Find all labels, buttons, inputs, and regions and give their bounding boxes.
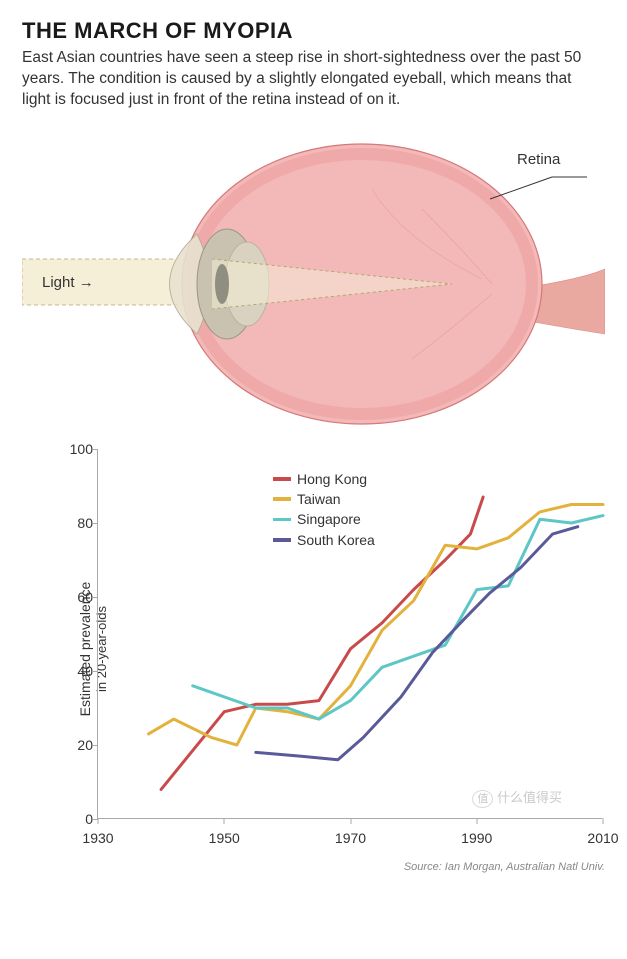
- eye-diagram: Light → Retina: [22, 129, 605, 429]
- x-tick-label: 1950: [209, 830, 240, 846]
- cart-icon: 值: [472, 790, 493, 808]
- light-label: Light →: [42, 274, 94, 291]
- legend-item: Singapore: [273, 509, 375, 529]
- y-tick-mark: [92, 449, 98, 450]
- watermark: 值 什么值得买: [472, 787, 562, 806]
- legend-swatch: [273, 497, 291, 501]
- page-title: THE MARCH OF MYOPIA: [22, 18, 605, 44]
- retina-callout-line: [490, 177, 552, 199]
- legend-item: South Korea: [273, 530, 375, 550]
- legend-label: South Korea: [297, 530, 375, 550]
- x-tick-mark: [98, 818, 99, 824]
- x-tick-mark: [603, 818, 604, 824]
- x-tick-label: 1970: [335, 830, 366, 846]
- y-tick-label: 40: [58, 663, 93, 679]
- series-taiwan: [149, 504, 604, 745]
- legend-label: Singapore: [297, 509, 361, 529]
- y-tick-label: 80: [58, 515, 93, 531]
- y-tick-mark: [92, 671, 98, 672]
- watermark-text: 什么值得买: [497, 790, 562, 805]
- y-tick-mark: [92, 523, 98, 524]
- source-credit: Source: Ian Morgan, Australian Natl Univ…: [22, 861, 605, 873]
- x-tick-mark: [224, 818, 225, 824]
- x-tick-label: 1990: [461, 830, 492, 846]
- legend-swatch: [273, 538, 291, 542]
- y-tick-label: 0: [58, 811, 93, 827]
- chart-legend: Hong KongTaiwanSingaporeSouth Korea: [273, 469, 375, 550]
- legend-swatch: [273, 518, 291, 522]
- chart-plot: Hong KongTaiwanSingaporeSouth Korea 值 什么…: [97, 449, 602, 819]
- x-tick-label: 1930: [82, 830, 113, 846]
- x-tick-mark: [350, 818, 351, 824]
- arrow-right-icon: →: [79, 274, 94, 291]
- legend-label: Taiwan: [297, 489, 341, 509]
- legend-item: Hong Kong: [273, 469, 375, 489]
- myopia-chart: Estimated prevalence in 20-year-olds Hon…: [22, 439, 605, 859]
- x-tick-mark: [476, 818, 477, 824]
- eye-svg: [22, 129, 605, 429]
- legend-item: Taiwan: [273, 489, 375, 509]
- y-tick-mark: [92, 597, 98, 598]
- y-tick-label: 100: [58, 441, 93, 457]
- legend-label: Hong Kong: [297, 469, 367, 489]
- y-tick-mark: [92, 745, 98, 746]
- series-south-korea: [256, 526, 578, 759]
- page-subtitle: East Asian countries have seen a steep r…: [22, 48, 582, 111]
- retina-label: Retina: [517, 151, 560, 168]
- light-label-text: Light: [42, 274, 75, 291]
- y-tick-label: 20: [58, 737, 93, 753]
- y-tick-label: 60: [58, 589, 93, 605]
- legend-swatch: [273, 477, 291, 481]
- x-tick-label: 2010: [587, 830, 618, 846]
